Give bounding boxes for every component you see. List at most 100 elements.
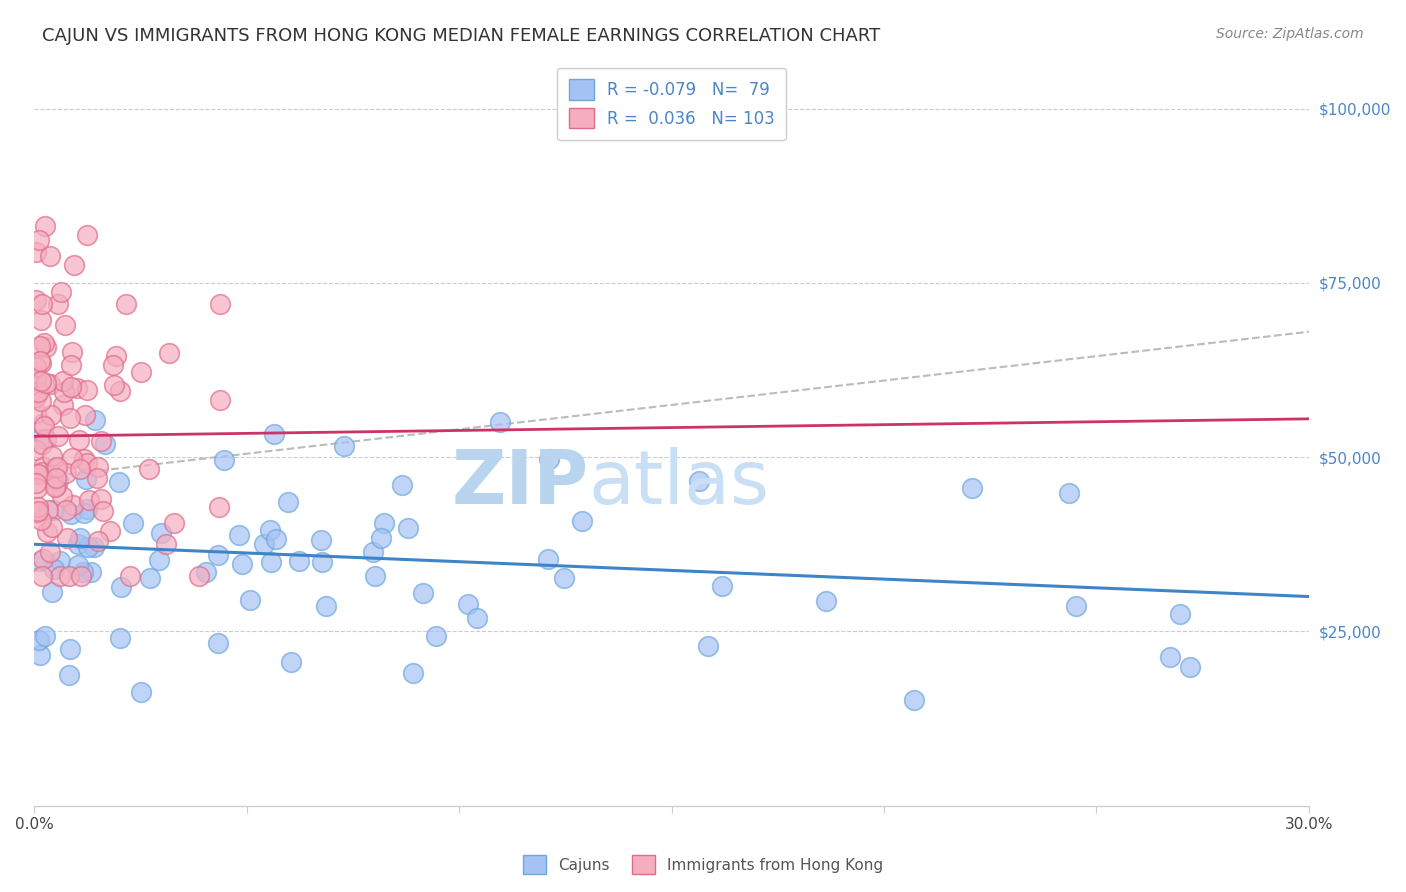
- Point: [364, 569, 387, 583]
- Point: [59, 380, 82, 394]
- Point: [52, 374, 75, 388]
- Point: [465, 611, 488, 625]
- Point: [35, 524, 58, 539]
- Point: [30, 356, 52, 370]
- Point: [31, 437, 53, 451]
- Point: [1170, 607, 1192, 622]
- Point: [239, 593, 262, 607]
- Point: [41, 584, 63, 599]
- Point: [70, 568, 93, 582]
- Point: [25, 505, 48, 519]
- Point: [58, 410, 80, 425]
- Point: [72, 566, 94, 580]
- Point: [34, 219, 56, 234]
- Point: [228, 528, 250, 542]
- Point: [76, 228, 98, 243]
- Point: [814, 594, 837, 608]
- Point: [80, 565, 103, 579]
- Point: [32, 336, 55, 351]
- Point: [46, 297, 69, 311]
- Point: [30, 432, 52, 446]
- Point: [208, 392, 231, 407]
- Point: [44, 562, 66, 576]
- Point: [208, 500, 231, 514]
- Point: [688, 475, 710, 489]
- Point: [110, 384, 132, 398]
- Point: [41, 473, 63, 487]
- Point: [38, 377, 60, 392]
- Point: [31, 568, 53, 582]
- Point: [25, 244, 48, 259]
- Point: [77, 492, 100, 507]
- Point: [98, 524, 121, 539]
- Point: [1178, 659, 1201, 673]
- Point: [903, 693, 925, 707]
- Point: [25, 481, 48, 495]
- Point: [1064, 599, 1087, 613]
- Point: [25, 293, 48, 307]
- Point: [66, 558, 89, 573]
- Point: [110, 580, 132, 594]
- Point: [212, 453, 235, 467]
- Point: [25, 406, 48, 420]
- Point: [27, 467, 49, 481]
- Point: [76, 456, 98, 470]
- Text: atlas: atlas: [589, 447, 770, 520]
- Point: [73, 452, 96, 467]
- Point: [31, 417, 53, 431]
- Point: [41, 519, 63, 533]
- Point: [537, 451, 560, 466]
- Point: [1159, 649, 1181, 664]
- Point: [31, 297, 53, 311]
- Point: [73, 506, 96, 520]
- Point: [59, 642, 82, 657]
- Point: [25, 506, 48, 520]
- Point: [52, 384, 75, 399]
- Point: [35, 376, 58, 390]
- Point: [75, 472, 97, 486]
- Point: [311, 555, 333, 569]
- Point: [34, 629, 56, 643]
- Point: [373, 516, 395, 530]
- Point: [76, 540, 98, 554]
- Point: [163, 516, 186, 531]
- Point: [457, 597, 479, 611]
- Point: [148, 553, 170, 567]
- Point: [25, 370, 48, 384]
- Point: [49, 553, 72, 567]
- Point: [39, 408, 62, 422]
- Point: [31, 465, 53, 479]
- Point: [333, 439, 356, 453]
- Point: [115, 297, 138, 311]
- Point: [260, 555, 283, 569]
- Point: [60, 507, 83, 521]
- Point: [231, 557, 253, 571]
- Point: [44, 480, 66, 494]
- Point: [27, 633, 49, 648]
- Point: [56, 531, 79, 545]
- Point: [118, 568, 141, 582]
- Point: [425, 629, 447, 643]
- Point: [396, 521, 419, 535]
- Point: [69, 461, 91, 475]
- Point: [264, 533, 287, 547]
- Point: [391, 477, 413, 491]
- Point: [363, 545, 385, 559]
- Point: [309, 533, 332, 548]
- Point: [27, 233, 49, 247]
- Point: [571, 514, 593, 528]
- Point: [75, 409, 97, 423]
- Point: [90, 434, 112, 448]
- Text: Source: ZipAtlas.com: Source: ZipAtlas.com: [1216, 27, 1364, 41]
- Point: [30, 512, 52, 526]
- Point: [28, 554, 51, 568]
- Point: [412, 586, 434, 600]
- Point: [31, 460, 53, 475]
- Point: [34, 432, 56, 446]
- Point: [46, 459, 69, 474]
- Point: [104, 349, 127, 363]
- Point: [194, 565, 217, 579]
- Point: [277, 495, 299, 509]
- Point: [59, 358, 82, 372]
- Point: [30, 354, 52, 368]
